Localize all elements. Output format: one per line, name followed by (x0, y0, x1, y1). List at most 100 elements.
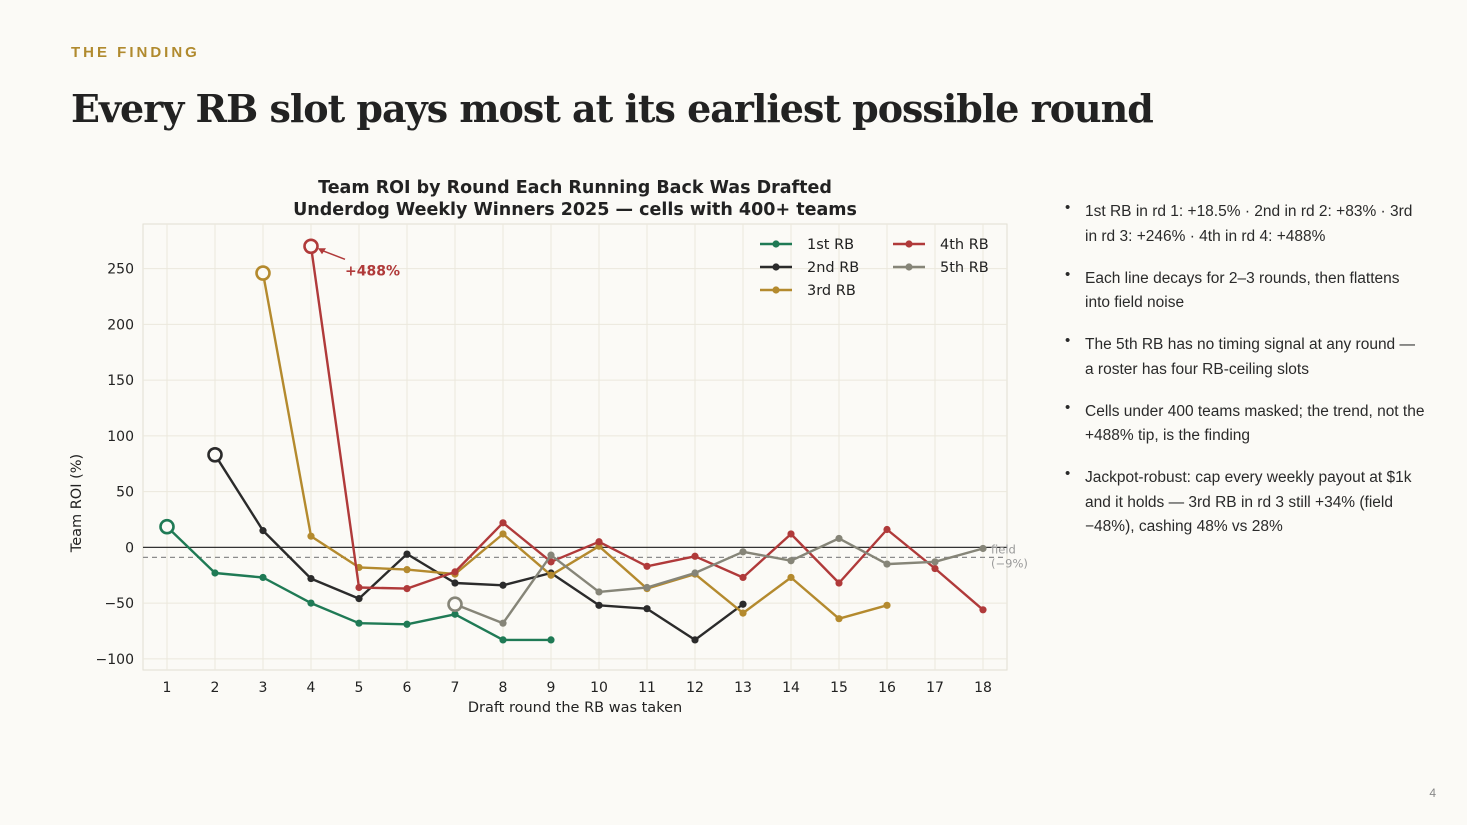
data-point-4th-rb (691, 552, 699, 560)
data-point-1st-rb (211, 569, 219, 577)
legend-label: 2nd RB (807, 260, 859, 276)
data-point-5th-rb (499, 619, 507, 627)
data-point-1st-rb (451, 610, 459, 618)
data-point-4th-rb (979, 606, 987, 614)
legend-label: 1st RB (807, 237, 854, 253)
data-point-3rd-rb (307, 532, 315, 540)
data-point-5th-rb (643, 583, 651, 592)
data-point-5th-rb (691, 569, 699, 577)
x-tick-label: 5 (355, 680, 364, 696)
legend-label: 3rd RB (807, 283, 856, 299)
legend-marker (772, 286, 780, 294)
x-tick-label: 2 (211, 680, 220, 696)
start-point-2nd-rb (207, 447, 223, 463)
roi-chart: Team ROI by Round Each Running Back Was … (55, 168, 1045, 728)
series-line-3rd-rb (261, 272, 888, 620)
series-line-5th-rb (454, 537, 984, 625)
legend-marker (905, 240, 913, 248)
x-tick-label: 6 (403, 680, 412, 696)
data-point-5th-rb (787, 557, 795, 565)
data-point-2nd-rb (499, 581, 507, 589)
data-point-2nd-rb (403, 550, 411, 558)
data-point-1st-rb (307, 599, 315, 607)
chart-subtitle: Underdog Weekly Winners 2025 — cells wit… (293, 200, 857, 220)
data-point-2nd-rb (451, 579, 459, 587)
y-tick-label: 200 (107, 317, 134, 333)
x-tick-label: 9 (547, 680, 556, 696)
plot-frame (142, 223, 1008, 671)
key-point: Each line decays for 2–3 rounds, then fl… (1065, 263, 1425, 316)
data-point-5th-rb (883, 560, 891, 568)
y-axis-label: Team ROI (%) (69, 454, 85, 553)
eyebrow-label: THE FINDING (71, 44, 200, 61)
key-points-list: 1st RB in rd 1: +18.5% · 2nd in rd 2: +8… (1065, 196, 1425, 557)
data-point-3rd-rb (739, 609, 747, 617)
y-tick-label: −100 (96, 652, 134, 668)
data-point-3rd-rb (883, 601, 891, 609)
data-point-5th-rb (595, 588, 603, 596)
legend-marker (772, 240, 780, 248)
legend-marker (772, 263, 780, 271)
y-tick-label: 0 (125, 540, 134, 556)
data-point-5th-rb (547, 551, 555, 559)
key-point: 1st RB in rd 1: +18.5% · 2nd in rd 2: +8… (1065, 196, 1425, 249)
x-tick-label: 17 (926, 680, 944, 696)
legend-label: 5th RB (940, 260, 989, 276)
annotation-arrowhead (318, 248, 326, 255)
data-point-4th-rb (595, 538, 603, 546)
y-tick-label: 150 (107, 373, 134, 389)
series-line-2nd-rb (213, 454, 744, 642)
x-tick-label: 12 (686, 680, 704, 696)
x-tick-label: 4 (307, 680, 316, 696)
data-point-2nd-rb (307, 574, 315, 583)
data-point-4th-rb (835, 579, 843, 587)
data-point-5th-rb (739, 548, 747, 556)
roi-chart-svg: Team ROI by Round Each Running Back Was … (69, 178, 1028, 716)
key-point: The 5th RB has no timing signal at any r… (1065, 329, 1425, 382)
data-point-4th-rb (931, 564, 939, 573)
x-tick-label: 3 (259, 680, 268, 696)
x-tick-label: 15 (830, 680, 848, 696)
data-point-5th-rb (979, 544, 987, 553)
data-point-4th-rb (883, 525, 891, 534)
y-tick-label: 50 (116, 485, 134, 501)
plot-area: 1 2 3 4 5 6 7 8 9 10 11 12 13 14 15 16 17 182502001501005… (96, 223, 1028, 696)
x-tick-label: 7 (451, 680, 460, 696)
data-point-5th-rb (835, 534, 843, 543)
page-number: 4 (1429, 786, 1436, 800)
data-point-2nd-rb (259, 527, 267, 535)
data-point-1st-rb (259, 573, 267, 582)
data-point-1st-rb (547, 636, 555, 644)
data-point-4th-rb (739, 573, 747, 582)
start-point-1st-rb (159, 518, 175, 535)
chart-title: Team ROI by Round Each Running Back Was … (318, 178, 832, 198)
y-tick-label: −50 (104, 596, 134, 612)
data-point-2nd-rb (355, 595, 363, 603)
data-point-3rd-rb (499, 530, 507, 538)
annotation-label: +488% (345, 263, 400, 279)
start-point-4th-rb (303, 238, 319, 255)
legend-marker (905, 263, 913, 271)
data-point-3rd-rb (403, 566, 411, 574)
start-point-5th-rb (447, 596, 463, 613)
legend-label: 4th RB (940, 237, 989, 253)
data-point-2nd-rb (643, 605, 651, 613)
data-point-3rd-rb (547, 571, 555, 579)
data-point-1st-rb (499, 636, 507, 644)
x-tick-label: 8 (499, 680, 508, 696)
data-point-4th-rb (643, 562, 651, 570)
data-point-4th-rb (787, 530, 795, 538)
x-tick-label: 1 (163, 680, 172, 696)
data-point-3rd-rb (835, 615, 843, 623)
data-point-2nd-rb (739, 600, 747, 608)
x-tick-label: 18 (974, 680, 992, 696)
x-tick-label: 16 (878, 680, 896, 696)
field-line-sublabel: (−9%) (991, 556, 1028, 570)
x-tick-label: 11 (638, 680, 656, 696)
data-point-4th-rb (403, 585, 411, 593)
data-point-4th-rb (451, 568, 459, 576)
data-point-2nd-rb (595, 601, 603, 609)
data-point-3rd-rb (787, 573, 795, 582)
y-tick-label: 100 (107, 429, 134, 445)
x-tick-label: 13 (734, 680, 752, 696)
